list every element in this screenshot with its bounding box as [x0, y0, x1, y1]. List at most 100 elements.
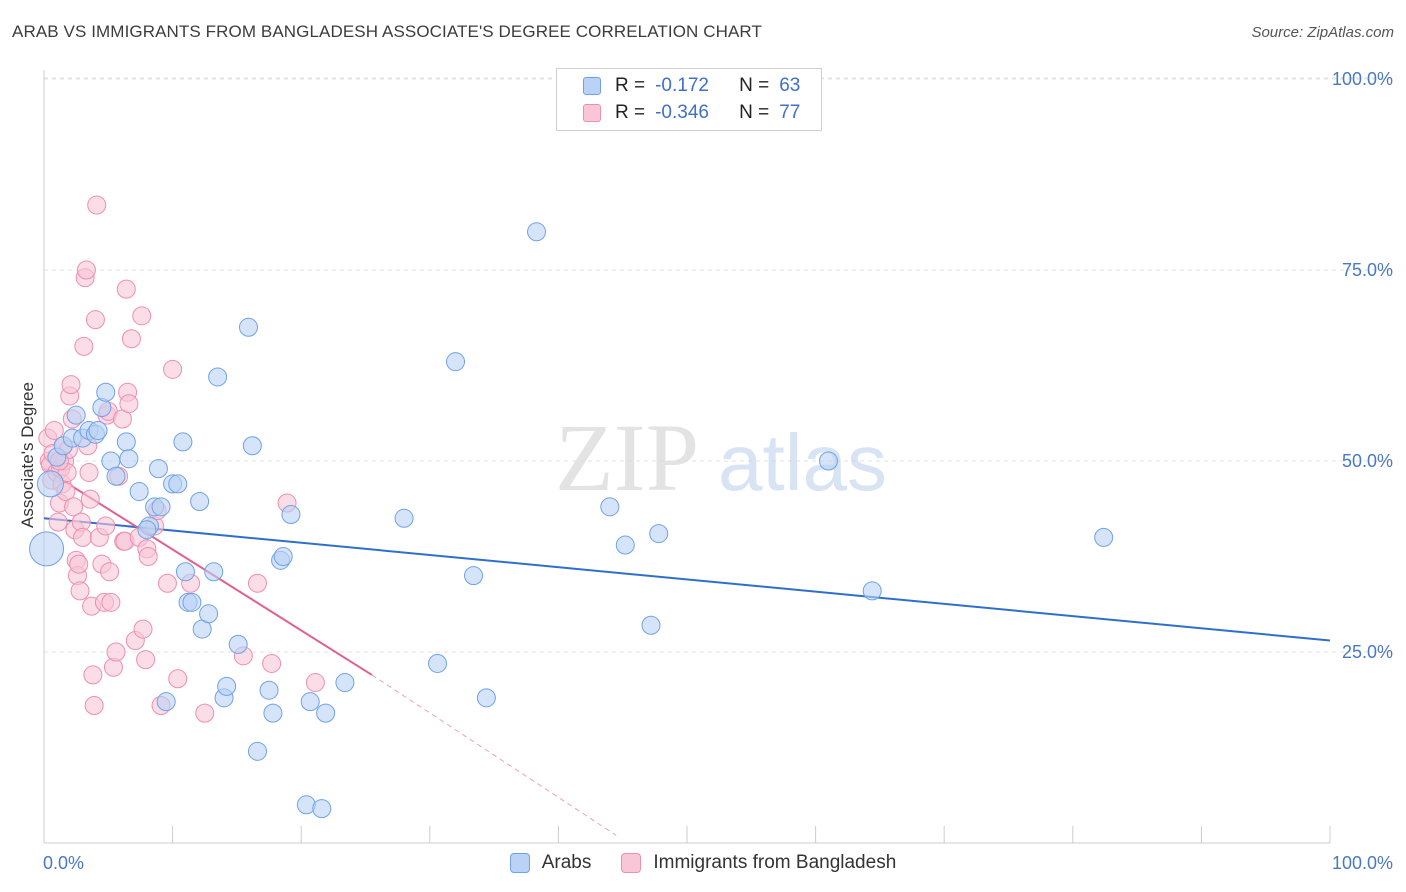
legend-row-bangladesh: R = -0.346 N = 77	[583, 101, 800, 125]
correlation-legend: R = -0.172 N = 63 R = -0.346 N = 77	[556, 68, 822, 131]
series-label-bangladesh: Immigrants from Bangladesh	[653, 852, 897, 873]
arab-point	[476, 688, 496, 708]
data-points	[29, 195, 1114, 819]
y-tick-label: 50.0%	[1342, 451, 1393, 471]
source-label: Source: ZipAtlas.com	[1251, 24, 1394, 41]
x-tick-label-max: 100.0%	[1332, 853, 1393, 873]
arab-point	[208, 367, 228, 387]
bangladesh-point	[100, 562, 120, 582]
arab-point	[1094, 527, 1114, 547]
bangladesh-point	[80, 489, 100, 509]
bangladesh-point	[61, 375, 81, 395]
bangladesh-point	[96, 516, 116, 536]
watermark-atlas: atlas	[718, 418, 887, 507]
arab-point	[148, 459, 168, 479]
bangladesh-point	[85, 310, 105, 330]
arab-point	[156, 692, 176, 712]
legend-n-label: N =	[739, 75, 770, 96]
bangladesh-point	[106, 642, 126, 662]
arab-point	[129, 482, 149, 502]
arab-point	[273, 547, 293, 566]
series-legend: Arabs Immigrants from Bangladesh	[0, 852, 1406, 874]
bangladesh-point	[64, 497, 84, 517]
arab-point	[217, 676, 237, 696]
bangladesh-point	[73, 527, 93, 547]
series-label-arabs: Arabs	[541, 852, 592, 873]
legend-row-arabs: R = -0.172 N = 63	[583, 74, 800, 98]
arab-point	[316, 703, 336, 723]
arab-point	[818, 451, 838, 471]
bangladesh-point	[119, 394, 139, 414]
series-swatch-bangladesh	[621, 853, 642, 873]
arab-point	[173, 432, 193, 452]
legend-n-value: 77	[779, 102, 801, 123]
arab-point	[300, 692, 320, 712]
trend-line-arabs	[43, 517, 1331, 642]
legend-r-label: R =	[615, 102, 646, 123]
arab-point	[641, 615, 661, 635]
arab-point	[242, 436, 262, 456]
y-tick-label: 100.0%	[1332, 69, 1393, 89]
bangladesh-point	[133, 619, 153, 639]
arab-point	[66, 405, 86, 425]
y-tick-label: 75.0%	[1342, 260, 1393, 280]
legend-r-value: -0.346	[655, 102, 709, 123]
arab-point	[394, 508, 414, 528]
series-legend-bangladesh[interactable]: Immigrants from Bangladesh	[621, 852, 896, 874]
bangladesh-point	[69, 554, 89, 574]
bangladesh-point	[79, 462, 99, 482]
bangladesh-point	[157, 573, 177, 593]
bangladesh-point	[87, 195, 107, 215]
trend-line-bangladesh-extension	[371, 674, 617, 836]
arab-point	[228, 634, 248, 654]
bangladesh-point	[138, 547, 158, 566]
legend-r-label: R =	[615, 75, 646, 96]
bangladesh-point	[305, 673, 325, 693]
series-legend-arabs[interactable]: Arabs	[509, 852, 592, 874]
x-tick-label-min: 0.0%	[43, 853, 84, 873]
arab-point	[600, 497, 620, 517]
watermark-zip: ZIP	[555, 404, 699, 511]
bangladesh-point	[132, 306, 152, 326]
arab-point	[281, 504, 301, 524]
arab-point	[119, 449, 139, 469]
watermark: ZIP atlas	[555, 404, 887, 511]
legend-n-label: N =	[739, 102, 770, 123]
arab-point	[151, 497, 171, 517]
gridlines	[44, 77, 1393, 653]
bangladesh-point	[83, 665, 103, 685]
arab-point	[168, 474, 188, 494]
arab-point	[259, 680, 279, 700]
arab-point	[175, 562, 195, 582]
arab-point	[106, 466, 126, 486]
legend-n-value: 63	[779, 75, 801, 96]
bangladesh-point	[70, 581, 90, 601]
legend-swatch-bangladesh	[583, 104, 601, 122]
arab-point	[137, 520, 157, 540]
arab-point	[464, 566, 484, 586]
bangladesh-point	[101, 592, 121, 612]
arab-point	[312, 799, 332, 819]
bangladesh-point	[195, 703, 215, 723]
tick-labels: 25.0% 50.0% 75.0% 100.0% 0.0% 100.0%	[43, 69, 1393, 873]
bangladesh-point	[247, 573, 267, 593]
arab-point	[649, 524, 669, 544]
bangladesh-point	[136, 650, 156, 670]
arab-point	[263, 703, 283, 723]
y-tick-label: 25.0%	[1342, 642, 1393, 662]
arab-point	[428, 653, 448, 673]
arab-point	[615, 535, 635, 555]
y-axis-label: Associate's Degree	[18, 382, 37, 528]
bangladesh-point	[121, 329, 141, 349]
chart-title: ARAB VS IMMIGRANTS FROM BANGLADESH ASSOC…	[12, 22, 762, 41]
bangladesh-point	[262, 653, 282, 673]
arab-point	[29, 531, 65, 567]
arab-point	[862, 581, 882, 601]
bangladesh-point	[44, 420, 64, 440]
bangladesh-point	[76, 260, 96, 280]
arab-point	[335, 673, 355, 693]
arab-point	[88, 420, 108, 440]
arab-point	[36, 470, 64, 498]
bangladesh-point	[84, 695, 104, 715]
